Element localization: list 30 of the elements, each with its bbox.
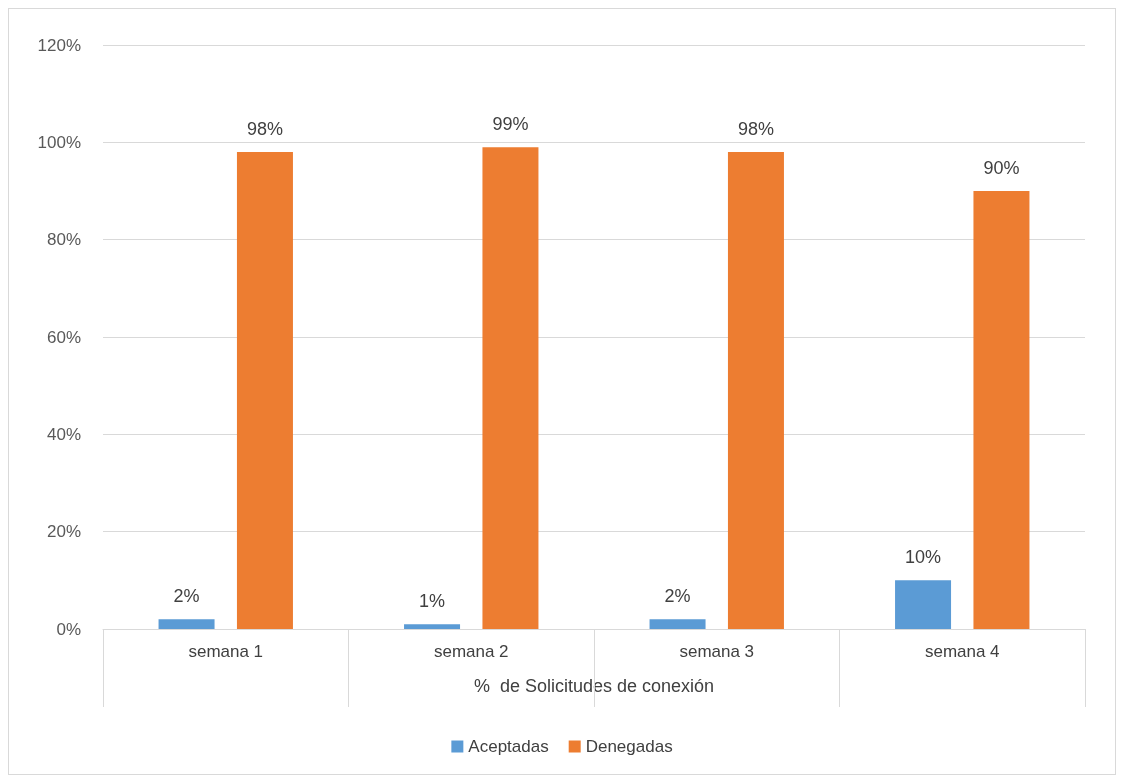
x-tick-label: semana 3 bbox=[679, 642, 755, 661]
data-label: 90% bbox=[983, 158, 1020, 178]
y-tick-label: 100% bbox=[37, 132, 81, 152]
bar bbox=[895, 580, 952, 629]
x-tick-label: semana 2 bbox=[433, 642, 509, 661]
bar bbox=[158, 619, 215, 629]
legend-label: Aceptadas bbox=[468, 737, 549, 756]
data-label: 1% bbox=[419, 591, 446, 612]
bar bbox=[727, 152, 784, 629]
bar bbox=[649, 619, 706, 629]
bar bbox=[482, 147, 539, 629]
data-label: 2% bbox=[664, 586, 691, 607]
bar bbox=[236, 152, 293, 629]
legend-label: Denegadas bbox=[585, 737, 673, 756]
x-tick-label: semana 4 bbox=[924, 642, 1000, 661]
bar bbox=[973, 191, 1030, 629]
y-tick-label: 0% bbox=[56, 619, 81, 639]
y-tick-label: 80% bbox=[46, 230, 81, 250]
y-tick-label: 120% bbox=[37, 35, 81, 55]
x-axis-title: % de Solicitudes de conexión bbox=[473, 676, 715, 696]
y-tick-label: 20% bbox=[46, 522, 81, 542]
bar bbox=[404, 624, 461, 629]
x-tick-label: semana 1 bbox=[188, 642, 264, 661]
data-label: 99% bbox=[492, 114, 529, 135]
y-tick-label: 40% bbox=[46, 424, 81, 444]
data-label: 2% bbox=[173, 586, 200, 607]
data-label: 98% bbox=[246, 119, 283, 140]
data-label: 98% bbox=[737, 119, 774, 140]
y-tick-label: 60% bbox=[46, 327, 81, 347]
data-label: 10% bbox=[905, 547, 942, 568]
